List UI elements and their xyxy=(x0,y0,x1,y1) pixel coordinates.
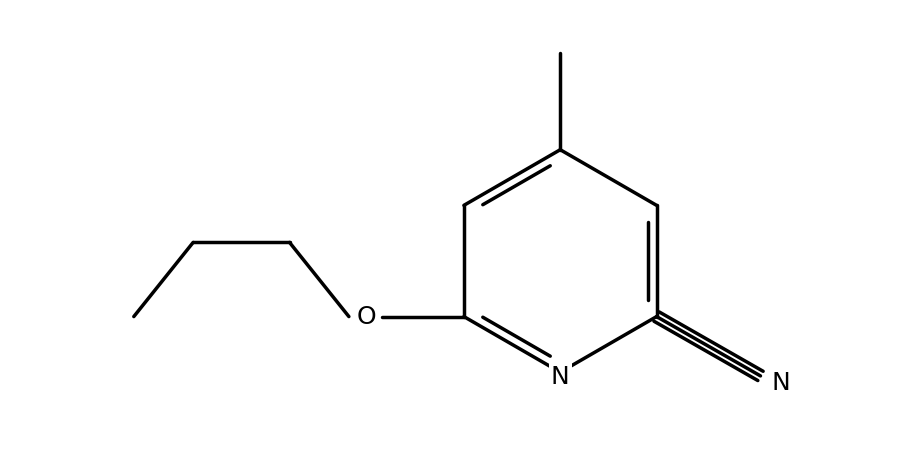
Text: O: O xyxy=(357,305,375,329)
Text: N: N xyxy=(550,365,569,389)
Text: N: N xyxy=(771,370,790,395)
